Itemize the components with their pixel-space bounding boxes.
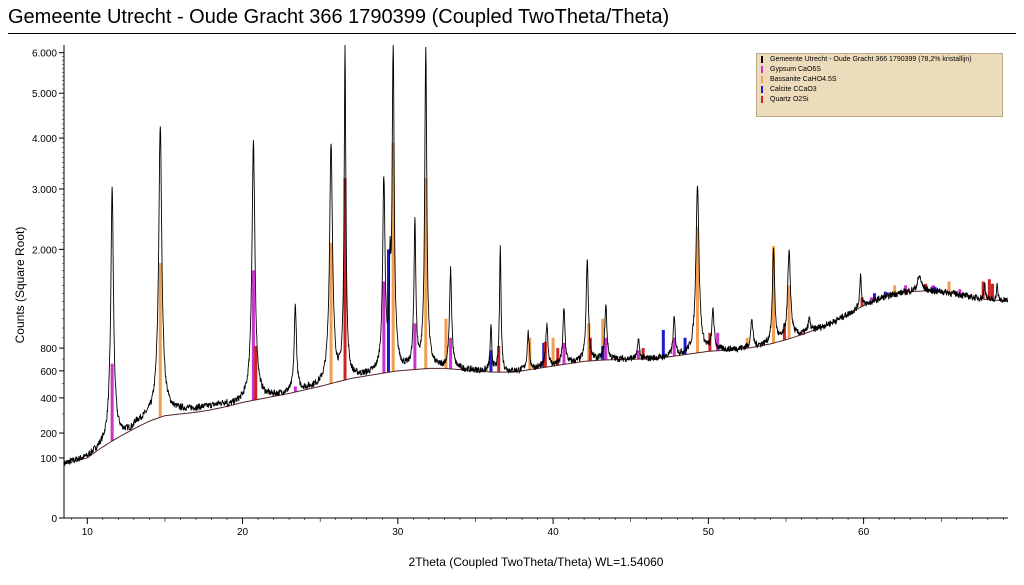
phase-bar-calcite (872, 293, 876, 301)
legend-item: Calcite CCaO3 (757, 84, 1002, 94)
phase-bar-quartz (987, 279, 991, 300)
x-tick-label: 40 (548, 527, 560, 538)
legend-label: Calcite CCaO3 (770, 85, 817, 93)
y-tick-label: 800 (40, 344, 57, 355)
phase-bar-gypsum (382, 281, 386, 374)
legend-swatch (761, 95, 763, 103)
y-tick-label: 6.000 (32, 49, 57, 60)
y-tick-label: 0 (51, 514, 57, 525)
y-tick-label: 100 (40, 454, 57, 465)
y-tick-label: 200 (40, 429, 57, 440)
legend-item: Gypsum CaO6S (757, 64, 1002, 74)
measured-pattern-line (63, 44, 1009, 467)
phase-bar-gypsum (904, 285, 908, 293)
phase-bar-calcite (542, 342, 546, 368)
phase-bar-bassanite (787, 285, 791, 339)
phase-bar-bassanite (424, 178, 428, 369)
x-tick-label: 10 (82, 527, 94, 538)
background-curve (63, 290, 1007, 465)
y-tick-label: 400 (40, 394, 57, 405)
legend-label: Bassanite CaHO4.5S (770, 75, 837, 83)
x-tick-label: 20 (237, 527, 249, 538)
legend-swatch (761, 85, 763, 93)
phase-bar-quartz (588, 337, 592, 361)
phase-bar-bassanite (329, 242, 333, 384)
legend-swatch (761, 75, 763, 83)
phase-bar-gypsum (636, 350, 640, 360)
phase-bar-quartz (981, 281, 985, 300)
legend-label: Quartz O2Si (770, 95, 809, 103)
phase-bar-bassanite (391, 142, 395, 372)
phase-bar-bassanite (587, 323, 591, 362)
legend-item: Gemeente Utrecht - Oude Gracht 366 17903… (757, 54, 1002, 64)
phase-bar-quartz (497, 345, 501, 373)
phase-bar-quartz (990, 283, 994, 300)
phase-bar-quartz (254, 345, 258, 400)
chart-title: Gemeente Utrecht - Oude Gracht 366 17903… (8, 6, 670, 28)
phase-bar-quartz (556, 348, 560, 366)
phase-bar-gypsum (931, 285, 935, 292)
x-tick-label: 30 (392, 527, 404, 538)
phase-bar-gypsum (413, 323, 417, 370)
legend-swatch (761, 65, 763, 73)
y-tick-label: 3.000 (32, 185, 57, 196)
phase-bar-bassanite (745, 337, 749, 349)
phase-bar-gypsum (293, 386, 297, 392)
legend-label: Gemeente Utrecht - Oude Gracht 366 17903… (770, 55, 972, 63)
y-tick-label: 2.000 (32, 245, 57, 256)
phase-bar-gypsum (604, 337, 608, 360)
x-tick-label: 60 (858, 527, 870, 538)
y-axis-label: Counts (Square Root) (13, 227, 27, 344)
x-axis-label: 2Theta (Coupled TwoTheta/Theta) WL=1.540… (409, 555, 664, 569)
phase-bar-bassanite (695, 226, 699, 353)
legend-label: Gypsum CaO6S (770, 65, 821, 73)
phase-bar-bassanite (444, 318, 448, 369)
phase-bar-gypsum (716, 332, 720, 351)
phase-bar-quartz (782, 323, 786, 341)
phase-bar-bassanite (893, 285, 897, 295)
phase-bar-calcite (683, 337, 687, 355)
title-divider (8, 33, 1016, 34)
phase-bar-gypsum (869, 297, 873, 303)
phase-bar-quartz (343, 178, 347, 380)
phase-bar-bassanite (158, 263, 162, 418)
legend-item: Bassanite CaHO4.5S (757, 74, 1002, 84)
phase-bar-bassanite (772, 246, 776, 344)
phase-bar-calcite (601, 345, 605, 361)
phase-bar-gypsum (562, 342, 566, 365)
phase-bar-bassanite (601, 318, 605, 361)
y-tick-label: 4.000 (32, 134, 57, 145)
phase-bar-quartz (543, 341, 547, 368)
y-tick-label: 5.000 (32, 89, 57, 100)
phase-bar-gypsum (110, 363, 114, 442)
phase-bar-gypsum (672, 337, 676, 357)
legend-swatch (761, 55, 763, 63)
phase-bar-gypsum (251, 270, 255, 401)
x-tick-label: 50 (703, 527, 715, 538)
phase-bar-calcite (489, 350, 493, 373)
legend-item: Quartz O2Si (757, 94, 1002, 104)
chart-legend: Gemeente Utrecht - Oude Gracht 366 17903… (756, 53, 1003, 117)
y-tick-label: 600 (40, 367, 57, 378)
phase-bar-calcite (661, 329, 665, 358)
phase-bar-gypsum (449, 337, 453, 369)
phase-bar-bassanite (551, 337, 555, 367)
phase-bar-bassanite (947, 281, 951, 293)
